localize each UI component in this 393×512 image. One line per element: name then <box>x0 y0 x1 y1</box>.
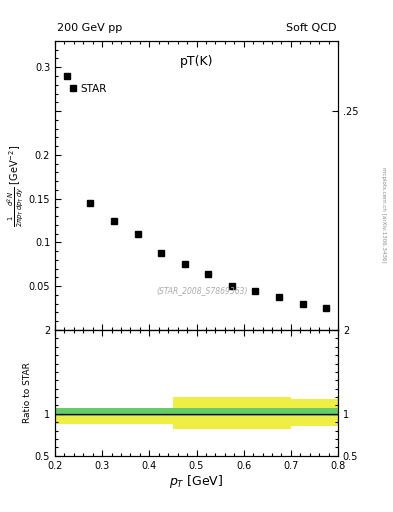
STAR <box>230 283 234 289</box>
Line: STAR: STAR <box>64 73 329 311</box>
STAR <box>112 218 116 224</box>
STAR <box>300 301 305 307</box>
Text: (STAR_2008_S7869363): (STAR_2008_S7869363) <box>156 286 248 295</box>
X-axis label: $p_T\ [\mathrm{GeV}]$: $p_T\ [\mathrm{GeV}]$ <box>169 473 224 490</box>
STAR <box>253 288 258 294</box>
STAR <box>206 271 211 277</box>
Text: Soft QCD: Soft QCD <box>286 23 336 33</box>
STAR <box>88 200 93 206</box>
STAR <box>324 305 329 311</box>
Legend: STAR: STAR <box>65 80 111 98</box>
Text: mcplots.cern.ch [arXiv:1306.3436]: mcplots.cern.ch [arXiv:1306.3436] <box>381 167 386 263</box>
Text: 200 GeV pp: 200 GeV pp <box>57 23 122 33</box>
STAR <box>277 294 281 300</box>
STAR <box>64 73 69 79</box>
Y-axis label: $\frac{1}{2\pi p_T}\frac{d^2N}{dp_T\,dy}\ [\mathrm{GeV}^{-2}]$: $\frac{1}{2\pi p_T}\frac{d^2N}{dp_T\,dy}… <box>5 144 26 227</box>
Text: pT(K): pT(K) <box>180 55 213 69</box>
STAR <box>182 261 187 267</box>
Y-axis label: Ratio to STAR: Ratio to STAR <box>23 362 32 423</box>
STAR <box>159 250 163 256</box>
STAR <box>135 230 140 237</box>
